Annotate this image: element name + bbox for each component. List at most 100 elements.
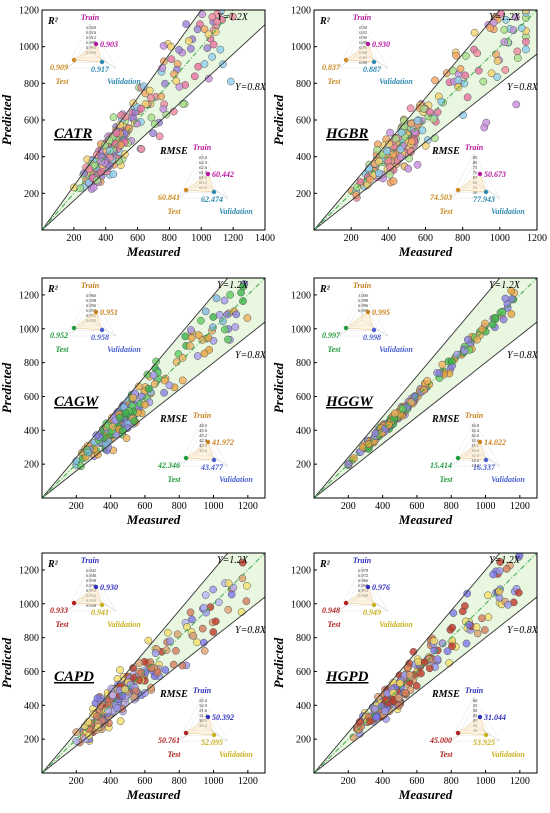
data-point [141,400,149,409]
line-label-1-2x: Y=1.2X [217,555,249,566]
radar-scale-label: 85 [473,155,478,160]
data-point [211,28,220,36]
data-point [125,124,133,133]
data-point [463,335,472,344]
data-point [135,659,144,667]
data-point [462,639,471,648]
data-point [187,44,195,53]
r2-triangle: 0.9600.9580.9560.9540.9520.950R²TrainTes… [47,281,141,354]
data-point [193,638,201,647]
train-label: Train [353,281,372,290]
data-point [208,13,217,21]
data-point [406,104,415,113]
radar-ring [193,440,212,456]
data-point [508,295,516,303]
data-point [209,313,218,321]
data-point [178,353,187,362]
line-0-8x [42,321,265,498]
data-point [389,688,398,697]
panel-title: HGBR [325,126,369,142]
data-point [159,41,168,50]
data-point [226,77,235,86]
x-axis-label: Measured [126,244,181,259]
rmse-triangle: 52.452.051.651.250.850.4RMSETrainTestVal… [158,686,253,759]
radar-ring [353,42,372,58]
radar-scale-label: 0.908 [86,40,97,45]
data-point [356,178,365,186]
data-point [147,93,155,102]
metric-heading: R² [47,16,59,27]
radar-scale-label: 0.928 [86,603,97,608]
validation-value: 52.095 [201,738,223,747]
data-point [141,689,149,697]
validation-label: Validation [491,750,525,759]
radar-ring [457,430,492,461]
data-point [507,287,516,295]
data-point [423,376,432,385]
data-point [113,704,122,712]
validation-label: Validation [219,475,253,484]
y-axis-label: Predicted [0,94,14,145]
line-label-1-2x: Y=1.2X [217,280,249,291]
y-tick-label: 800 [24,79,39,90]
validation-label: Validation [107,345,141,354]
y-tick-label: 1000 [19,599,39,610]
data-point [381,707,389,715]
panel-title: HGPD [325,669,369,685]
data-point [482,118,491,127]
x-tick-label: 800 [455,233,470,244]
validation-marker [371,327,377,333]
test-label: Test [55,77,69,86]
x-tick-label: 800 [172,501,187,512]
radar-scale-label: 75 [473,165,478,170]
data-point [219,317,227,326]
data-point [242,597,251,606]
radar-scale-label: 52.4 [199,698,208,703]
data-point [203,44,212,52]
data-point [484,613,493,621]
data-point [194,62,202,71]
data-point [137,669,146,677]
y-tick-label: 200 [24,460,39,471]
validation-value: 62.474 [201,195,223,204]
data-point [470,28,479,37]
line-0-8x [42,596,265,773]
data-point [489,18,498,27]
validation-marker [371,59,377,65]
data-point [92,431,101,440]
data-point [473,335,481,344]
data-point [500,25,509,34]
y-tick-label: 600 [296,667,311,678]
y-tick-label: 1200 [19,290,39,301]
data-point [489,570,498,579]
x-tick-label: 1000 [191,233,211,244]
test-value: 42.346 [157,461,180,470]
x-tick-label: 600 [137,501,152,512]
line-1-2x [42,278,229,498]
data-point [214,598,223,607]
data-point [413,160,422,169]
data-point [407,147,415,156]
metric-heading: RMSE [431,414,460,425]
y-tick-label: 600 [296,116,311,127]
chart-panel-hgbr: 200 400 600 800 1000 1200 200 400 600 800 1000 1200… [271,6,547,260]
radar-scale-label: 0.954 [86,308,97,313]
data-point [497,10,505,18]
data-point [211,1,218,8]
data-point [172,358,181,366]
panel-title: CATR [54,126,92,142]
data-point [405,671,414,679]
chart-panel-hgpd: 200 400 600 800 1000 1200 200 400 600 800 1000 1200… [271,552,539,802]
radar-ring [185,705,220,736]
radar-scale-label: 0.972 [358,573,369,578]
data-point [213,17,221,26]
train-value: 14.022 [484,438,506,447]
data-point [118,426,127,435]
train-marker [205,439,211,445]
test-marker [71,325,77,331]
metric-heading: R² [47,559,59,570]
data-point [229,12,237,21]
radar-scale-label: 0.92 [359,30,368,35]
x-tick-label: 400 [103,776,118,787]
